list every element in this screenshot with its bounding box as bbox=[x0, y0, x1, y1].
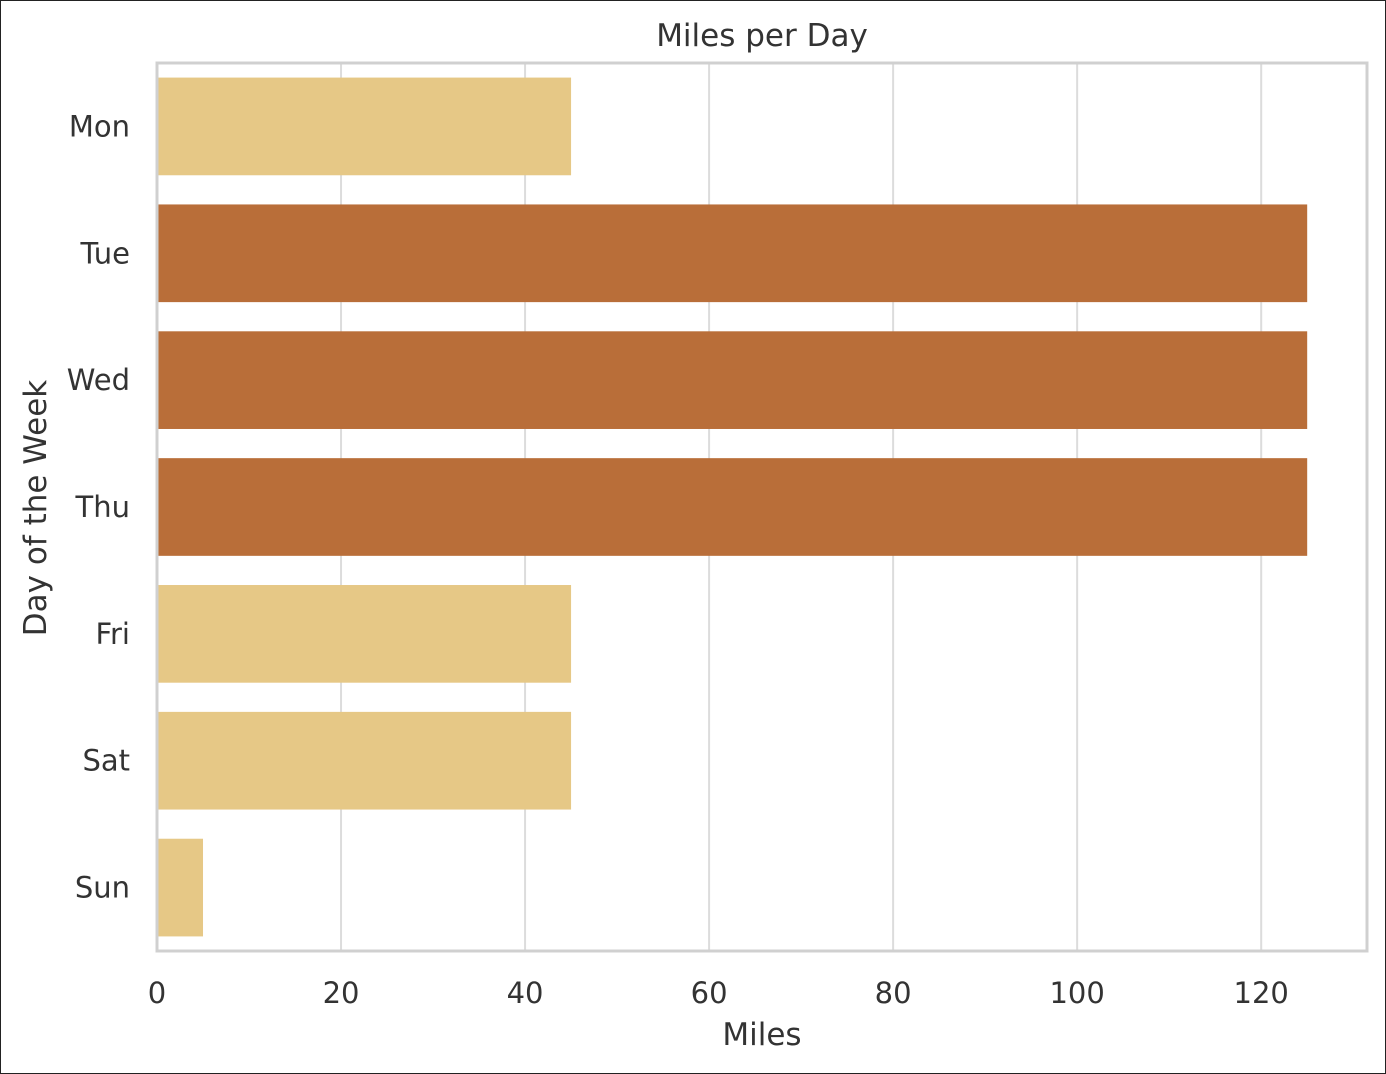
x-tick-labels: 0 20 40 60 80 100 120 bbox=[148, 976, 1289, 1010]
bar-mon bbox=[157, 77, 572, 176]
bar-fri bbox=[157, 585, 572, 683]
x-tick-label: 20 bbox=[323, 976, 360, 1010]
y-tick-label-mon: Mon bbox=[69, 109, 130, 143]
bar-sun bbox=[157, 838, 204, 937]
x-tick-label: 0 bbox=[148, 976, 166, 1010]
x-tick-label: 100 bbox=[1049, 976, 1104, 1010]
y-axis-label: Day of the Week bbox=[18, 380, 54, 637]
y-tick-label-sat: Sat bbox=[82, 744, 130, 778]
bar-wed bbox=[157, 331, 1308, 429]
plot-frame bbox=[155, 61, 1369, 953]
y-tick-label-fri: Fri bbox=[95, 617, 130, 651]
y-tick-label-wed: Wed bbox=[67, 363, 130, 397]
x-tick-label: 120 bbox=[1234, 976, 1289, 1010]
y-tick-label-thu: Thu bbox=[75, 490, 130, 524]
bars bbox=[157, 77, 1308, 937]
chart-title: Miles per Day bbox=[656, 18, 868, 54]
y-tick-label-tue: Tue bbox=[79, 236, 130, 270]
bar-sat bbox=[157, 711, 572, 810]
x-tick-label: 60 bbox=[691, 976, 728, 1010]
y-tick-label-sun: Sun bbox=[75, 871, 130, 905]
x-tick-label: 40 bbox=[507, 976, 544, 1010]
bar-tue bbox=[157, 204, 1308, 303]
x-axis-label: Miles bbox=[722, 1017, 801, 1053]
y-tick-labels: Mon Tue Wed Thu Fri Sat Sun bbox=[67, 109, 130, 904]
bar-thu bbox=[157, 458, 1308, 556]
x-tick-label: 80 bbox=[875, 976, 912, 1010]
